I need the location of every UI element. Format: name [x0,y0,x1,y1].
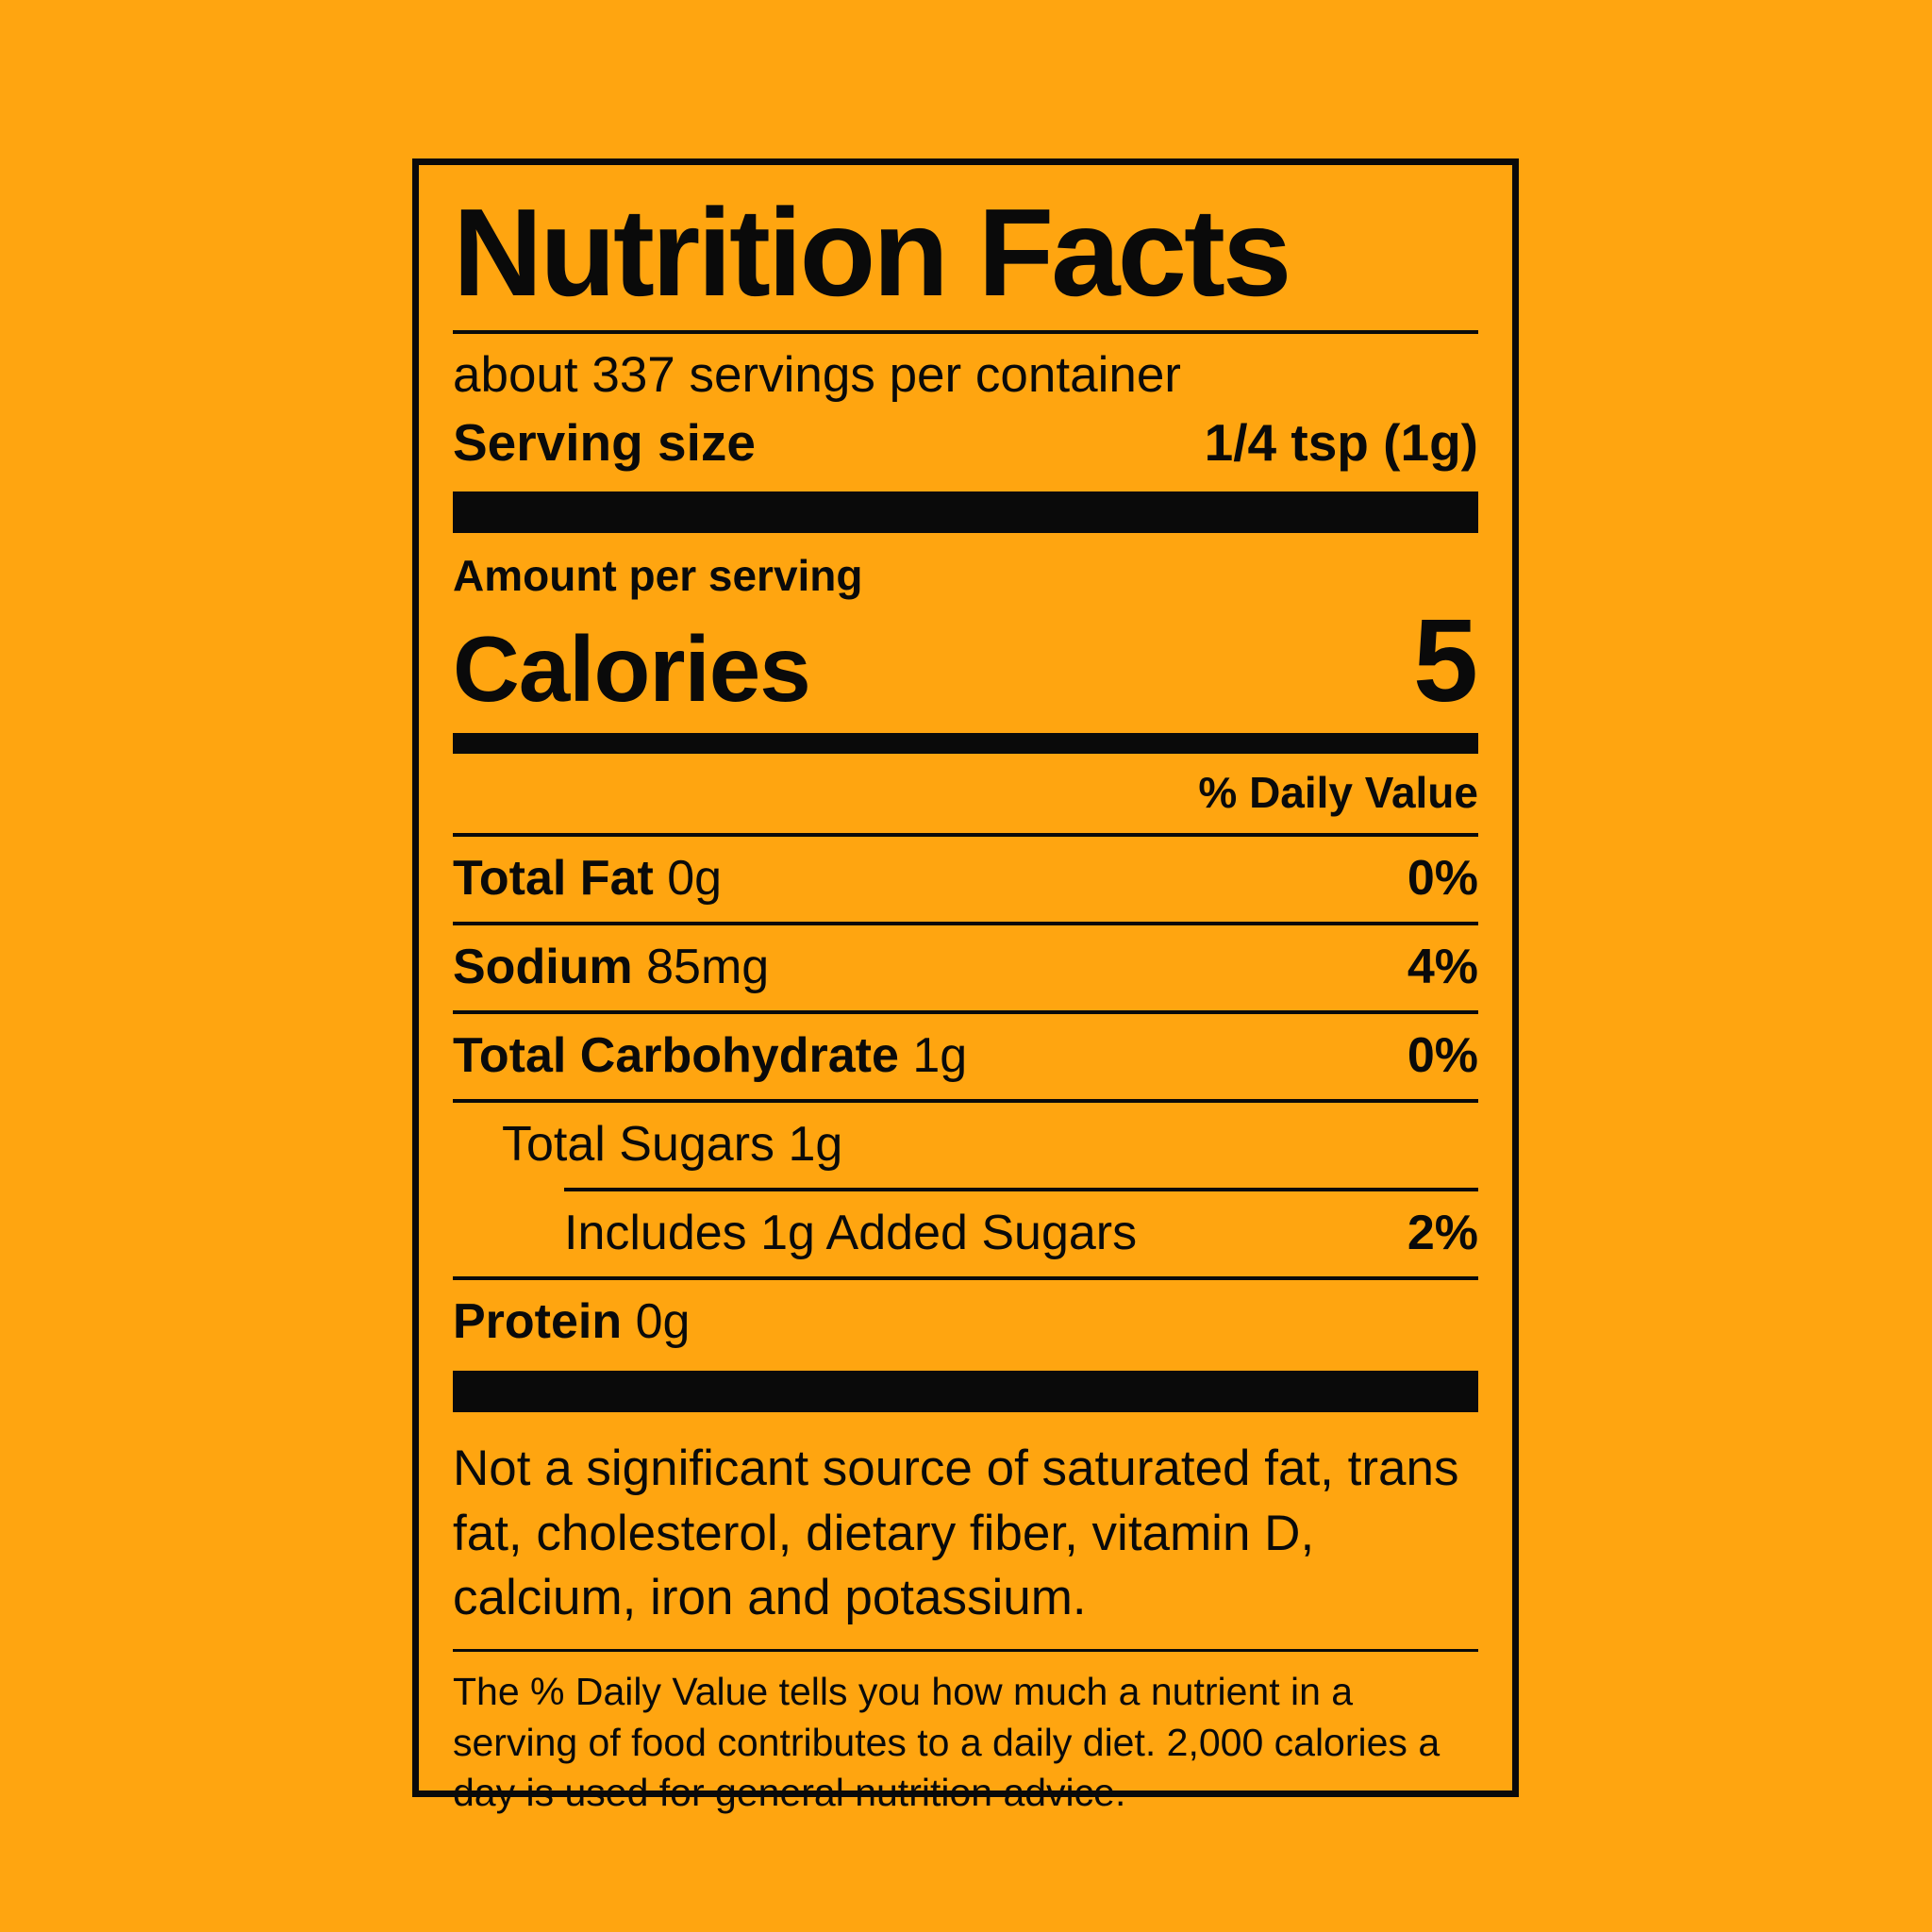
added-sugars-row: Includes 1g Added Sugars 2% [453,1191,1478,1276]
divider-indented [564,1188,1478,1192]
protein-row: Protein 0g [453,1280,1478,1365]
calories-label: Calories [453,616,811,721]
servings-per-container: about 337 servings per container [453,346,1181,403]
divider [453,1276,1478,1281]
thick-separator-bar [453,491,1478,533]
nutrient-name-amount: Total Fat 0g [453,850,722,907]
nutrient-amount: 85mg [646,940,770,995]
divider [453,1010,1478,1015]
daily-value-header: % Daily Value [1198,768,1478,818]
nutrient-amount: 1g [912,1028,968,1084]
nutrient-row-total-carbohydrate: Total Carbohydrate 1g 0% [453,1014,1478,1099]
nutrient-row-sodium: Sodium 85mg 4% [453,925,1478,1010]
not-significant-note: Not a significant source of saturated fa… [453,1441,1459,1626]
calories-row: Calories 5 [453,603,1478,721]
nutrient-amount: 0g [667,851,723,907]
serving-size-value: 1/4 tsp (1g) [1204,412,1478,472]
medium-separator-bar [453,733,1478,755]
protein-amount: 0g [635,1294,691,1350]
nutrient-name-amount: Sodium 85mg [453,939,769,995]
daily-value-footnote: The % Daily Value tells you how much a n… [453,1670,1441,1815]
thick-separator-bar [453,1371,1478,1413]
calories-value: 5 [1413,595,1478,726]
nutrient-name-amount: Total Carbohydrate 1g [453,1027,967,1084]
serving-size-row: Serving size 1/4 tsp (1g) [453,412,1478,473]
nutrient-dv: 0% [1407,1028,1478,1084]
divider [453,329,1478,334]
amount-per-serving-label: Amount per serving [453,550,863,600]
label-title: Nutrition Facts [453,183,1291,322]
serving-size-label: Serving size [453,412,756,472]
nutrient-dv: 0% [1407,851,1478,907]
divider [453,833,1478,838]
nutrient-row-total-fat: Total Fat 0g 0% [453,837,1478,922]
nutrient-dv: 4% [1407,940,1478,995]
nutrient-name: Sodium [453,940,633,995]
protein-name: Protein [453,1294,623,1350]
total-sugars-row: Total Sugars 1g [502,1117,843,1173]
nutrient-name: Total Fat [453,851,654,907]
nutrient-name: Total Carbohydrate [453,1028,899,1084]
added-sugars-label: Includes 1g Added Sugars [564,1206,1138,1261]
divider [453,1649,1478,1653]
divider [453,1099,1478,1104]
divider [453,922,1478,926]
nutrition-facts-label: Nutrition Facts about 337 servings per c… [412,158,1519,1814]
added-sugars-dv: 2% [1407,1206,1478,1261]
